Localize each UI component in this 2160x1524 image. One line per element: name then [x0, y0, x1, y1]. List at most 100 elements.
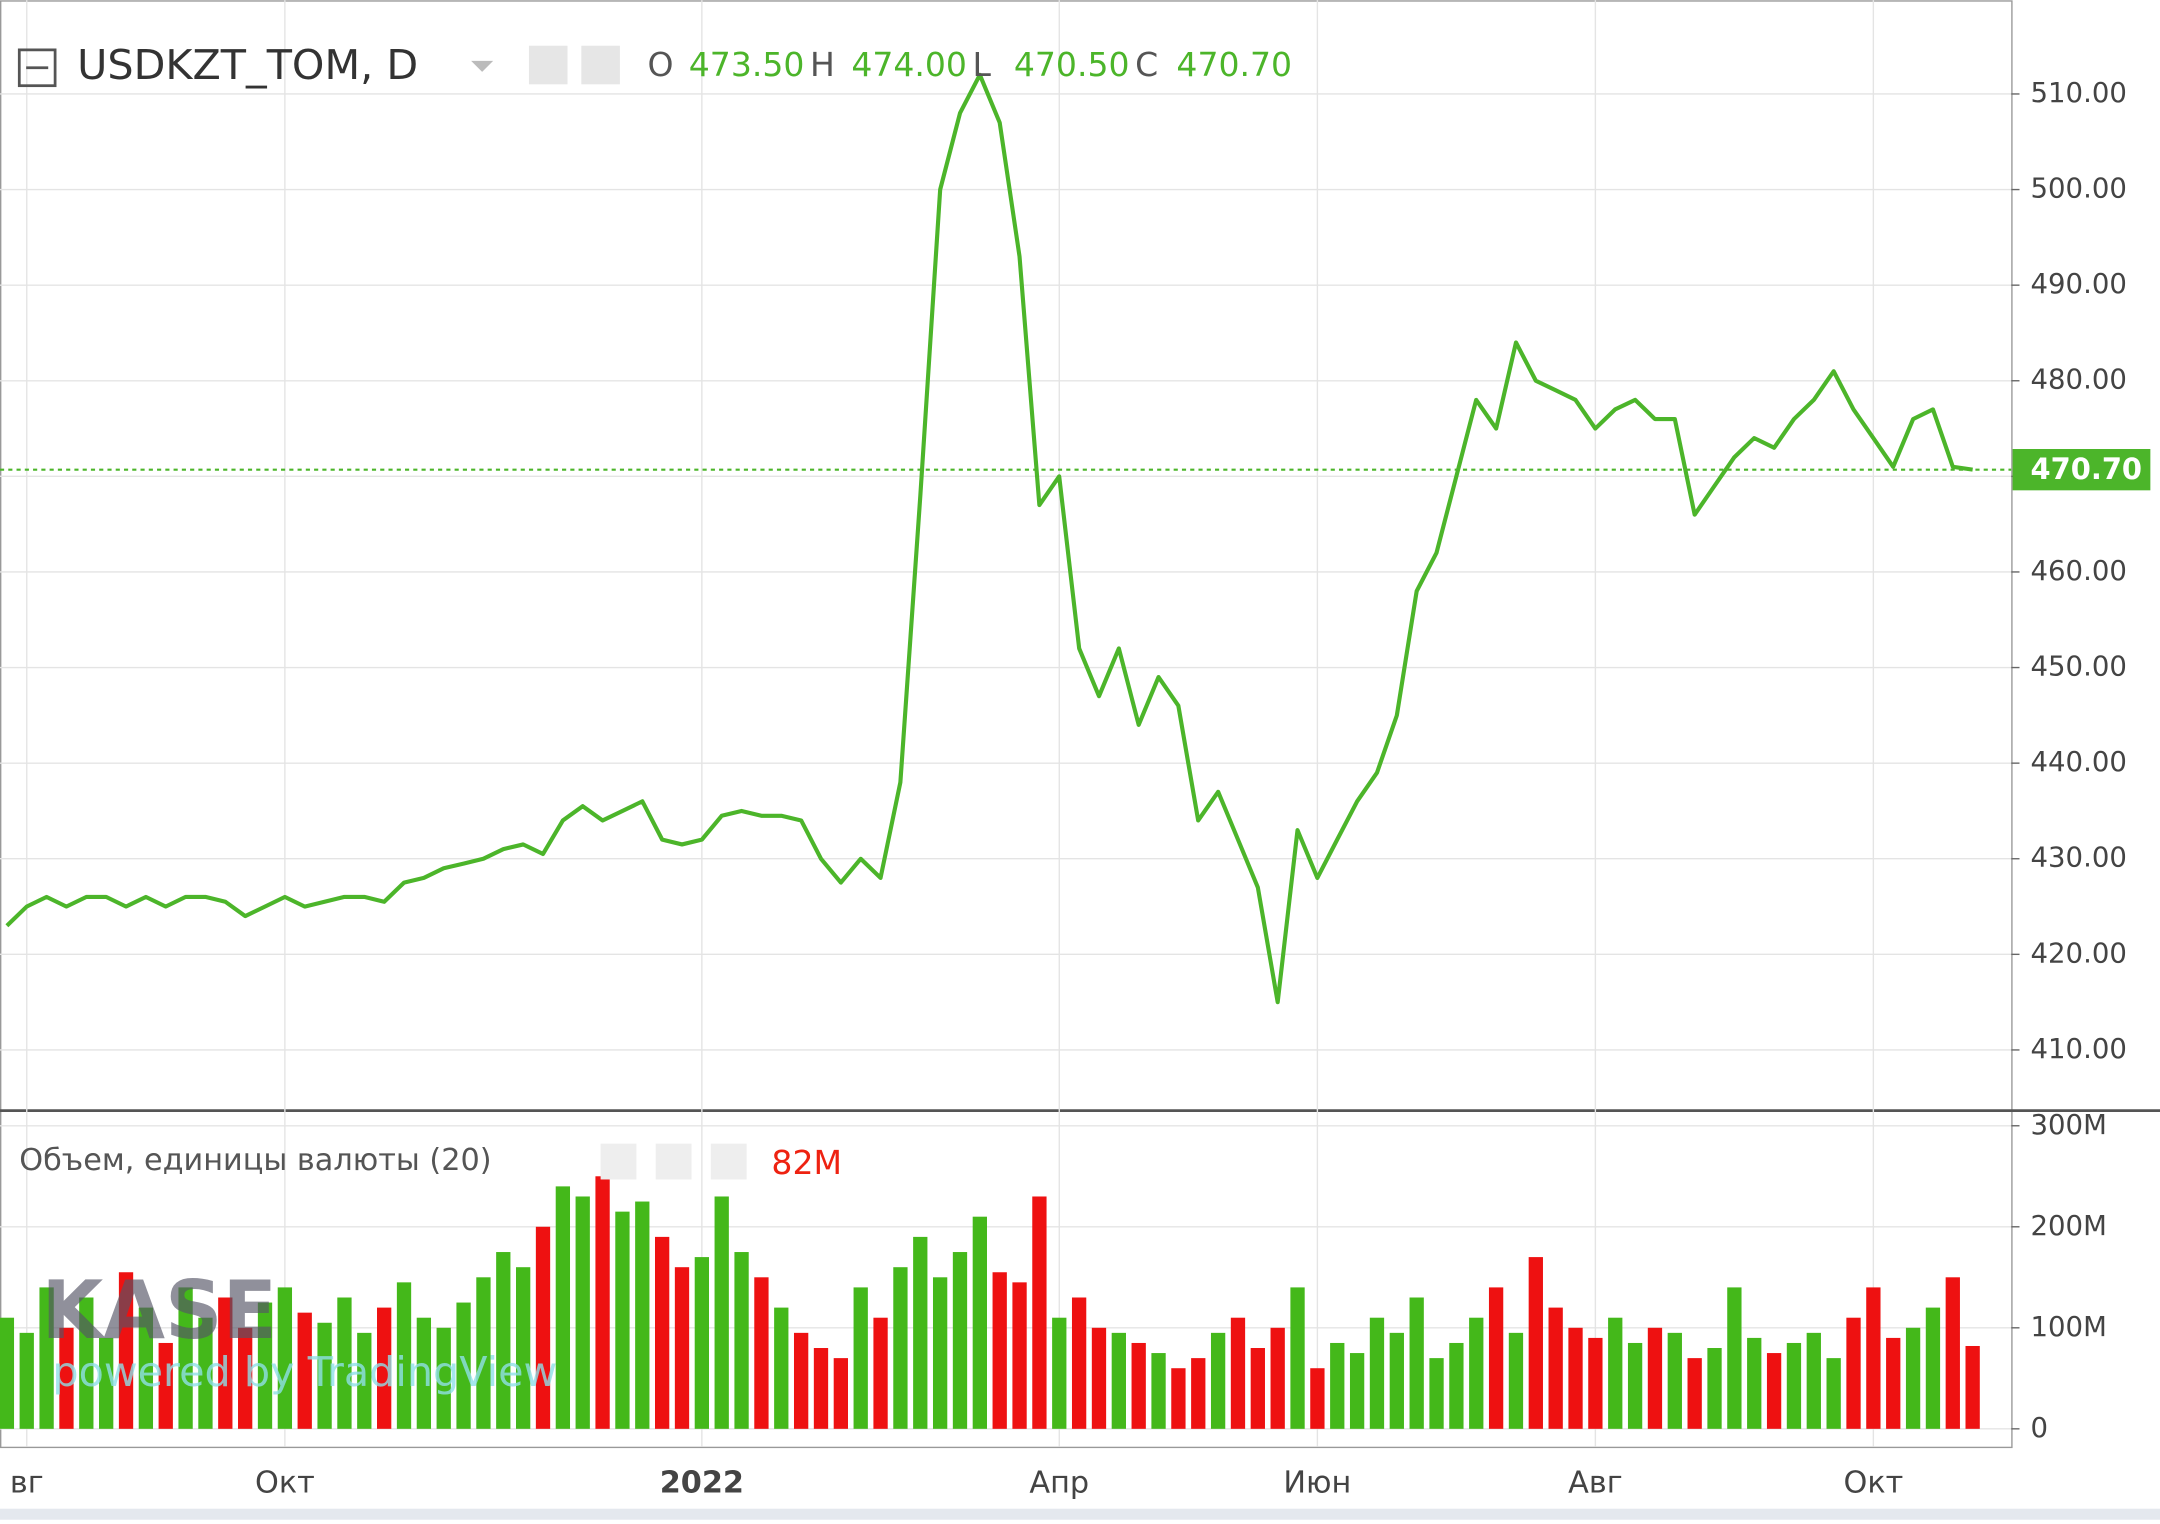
collapse-icon[interactable]: [17, 48, 57, 88]
ohlc-value: 474.00: [851, 45, 967, 84]
volume-bar: [1886, 1337, 1901, 1429]
volume-bar: [615, 1211, 630, 1429]
volume-bar: [1052, 1317, 1067, 1429]
volume-bar: [257, 1302, 273, 1429]
volume-bar: [873, 1317, 888, 1429]
dropdown-icon[interactable]: [471, 60, 494, 72]
y-tick-label: 460.00: [2031, 555, 2127, 587]
volume-bar: [377, 1307, 392, 1429]
volume-bar: [1071, 1297, 1087, 1429]
volume-tick-label: 300M: [2031, 1109, 2107, 1141]
settings-icon[interactable]: [581, 45, 620, 85]
volume-bar: [277, 1287, 293, 1429]
volume-last: 82M: [771, 1143, 842, 1182]
volume-bar: [1012, 1282, 1027, 1429]
volume-bar: [1131, 1342, 1146, 1429]
volume-bar: [1548, 1307, 1563, 1429]
volume-bar: [1806, 1332, 1821, 1429]
volume-tick-label: 0: [2031, 1412, 2049, 1444]
volume-bar: [1091, 1327, 1107, 1429]
volume-bar: [1250, 1348, 1265, 1429]
x-tick-label: Апр: [1029, 1465, 1089, 1500]
volume-bar: [754, 1277, 769, 1429]
volume-bar: [1270, 1327, 1285, 1429]
volume-bar: [1488, 1287, 1504, 1429]
volume-bar: [1608, 1317, 1623, 1429]
volume-bar: [813, 1348, 829, 1429]
volume-bar: [893, 1267, 908, 1429]
volume-title: Объем, единицы валюты (20): [19, 1143, 491, 1178]
volume-bar: [1647, 1327, 1663, 1429]
volume-bar: [1469, 1317, 1484, 1429]
volume-bar: [178, 1287, 193, 1429]
y-tick-label: 510.00: [2031, 77, 2127, 109]
volume-settings-icon[interactable]: [655, 1143, 692, 1180]
y-tick-label: 410.00: [2031, 1033, 2127, 1065]
volume-bar: [1707, 1348, 1722, 1429]
volume-bar: [1230, 1317, 1246, 1429]
x-tick-label: Окт: [1843, 1465, 1903, 1500]
volume-bar: [674, 1267, 690, 1429]
y-tick-label: 490.00: [2031, 268, 2127, 300]
volume-bar: [1905, 1327, 1921, 1429]
volume-bar: [1330, 1342, 1345, 1429]
volume-bar: [99, 1337, 114, 1429]
volume-bar: [714, 1196, 729, 1429]
ohlc-name: C: [1135, 45, 1158, 84]
ohlc-value: 473.50: [689, 45, 805, 84]
volume-bar: [1727, 1287, 1742, 1429]
volume-bar: [198, 1317, 213, 1429]
volume-bar: [1191, 1358, 1206, 1429]
volume-bar: [833, 1358, 848, 1429]
volume-bar: [218, 1297, 233, 1429]
volume-bar: [436, 1327, 451, 1429]
volume-bar: [1866, 1287, 1881, 1429]
volume-bar: [118, 1272, 134, 1429]
volume-bar: [734, 1252, 749, 1429]
eye-icon[interactable]: [528, 45, 568, 85]
volume-bar: [1310, 1368, 1325, 1429]
volume-bar: [337, 1297, 352, 1429]
volume-bar: [1925, 1307, 1941, 1429]
volume-bar: [595, 1176, 610, 1429]
volume-bar: [357, 1332, 372, 1429]
volume-bar: [535, 1226, 551, 1429]
volume-bar: [1965, 1345, 1980, 1429]
watermark-text: powered by TradingView: [52, 1348, 557, 1396]
symbol-title: USDKZT_TOM, D: [77, 41, 418, 89]
x-tick-label: Июн: [1283, 1465, 1351, 1500]
plot-frame: [0, 0, 2013, 1449]
volume-bar: [1687, 1358, 1702, 1429]
volume-bar: [1349, 1353, 1365, 1429]
volume-bar: [1111, 1332, 1126, 1429]
ohlc-name: L: [973, 45, 992, 84]
volume-bar: [913, 1236, 928, 1429]
y-tick-label: 450.00: [2031, 651, 2127, 683]
volume-bar: [555, 1186, 571, 1429]
volume-tick-label: 200M: [2031, 1210, 2107, 1242]
volume-bar: [1846, 1317, 1861, 1429]
volume-eye-icon[interactable]: [600, 1143, 637, 1180]
volume-bar: [1508, 1332, 1524, 1429]
volume-bar: [1449, 1342, 1464, 1429]
volume-bar: [138, 1307, 154, 1429]
volume-bar: [1747, 1337, 1762, 1429]
bottom-strip: [0, 1508, 2160, 1520]
ohlc-value: 470.50: [1014, 45, 1130, 84]
volume-bar: [1369, 1317, 1385, 1429]
volume-bar: [238, 1327, 253, 1429]
volume-bar: [635, 1201, 650, 1429]
x-tick-label: Авг: [1568, 1465, 1623, 1500]
volume-bar: [1032, 1196, 1047, 1429]
volume-bar: [1945, 1277, 1960, 1429]
volume-bar: [1171, 1368, 1186, 1429]
volume-bar: [1429, 1358, 1444, 1429]
volume-bar: [456, 1302, 471, 1429]
price-line: [5, 72, 1973, 1005]
volume-bars: [0, 1176, 1980, 1429]
volume-bar: [1667, 1332, 1682, 1429]
volume-bar: [59, 1327, 74, 1429]
volume-close-icon[interactable]: [710, 1143, 747, 1180]
volume-bar: [1290, 1287, 1305, 1429]
